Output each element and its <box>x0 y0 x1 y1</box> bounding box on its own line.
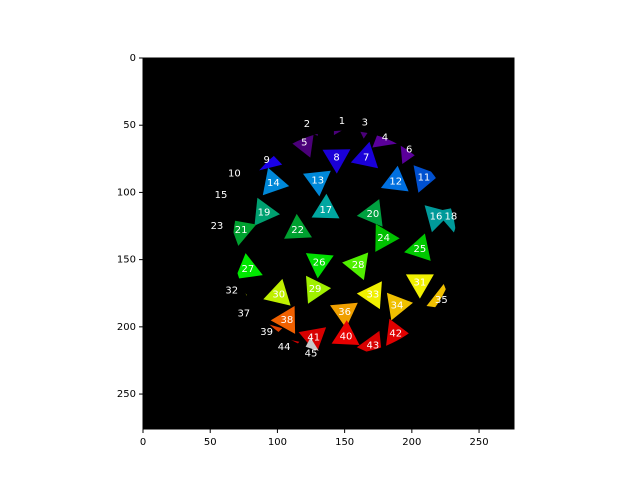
segment-label-12: 12 <box>389 177 402 188</box>
segment-label-18: 18 <box>444 212 457 223</box>
segment-34-patch <box>386 292 413 321</box>
segment-label-31: 31 <box>414 277 427 288</box>
segment-12-patch <box>380 165 409 192</box>
segment-label-33: 33 <box>366 290 379 301</box>
segment-label-45: 45 <box>305 349 318 360</box>
segment-label-19: 19 <box>258 208 271 219</box>
segment-40-patch <box>331 320 360 345</box>
y-tick-label: 150 <box>117 255 136 266</box>
y-tick-label: 50 <box>123 120 136 131</box>
segment-label-30: 30 <box>272 290 285 301</box>
segment-27-patch <box>235 253 263 279</box>
segment-label-37: 37 <box>237 308 250 319</box>
segment-label-43: 43 <box>366 341 379 352</box>
segment-label-9: 9 <box>263 155 269 166</box>
segment-label-13: 13 <box>311 175 324 186</box>
segment-label-38: 38 <box>280 315 293 326</box>
segment-label-20: 20 <box>366 209 379 220</box>
segment-label-6: 6 <box>406 144 412 155</box>
x-tick-label: 200 <box>402 437 421 448</box>
segment-label-8: 8 <box>333 152 339 163</box>
segment-label-42: 42 <box>389 329 402 340</box>
segment-8-patch <box>322 149 351 174</box>
segment-36-patch <box>330 302 358 329</box>
segment-33-patch <box>356 281 382 310</box>
segment-label-22: 22 <box>291 225 304 236</box>
y-tick-label: 0 <box>130 53 136 64</box>
y-tick-label: 250 <box>117 389 136 400</box>
segment-label-5: 5 <box>301 138 307 149</box>
segment-label-17: 17 <box>319 205 332 216</box>
segment-38-patch <box>270 306 296 334</box>
segment-label-27: 27 <box>241 264 254 275</box>
image-background <box>143 58 514 429</box>
segment-label-34: 34 <box>391 300 404 311</box>
segment-label-32: 32 <box>225 286 238 297</box>
segment-11-patch <box>413 165 440 193</box>
segment-20-patch <box>356 199 383 227</box>
segment-label-14: 14 <box>267 178 280 189</box>
segment-42-patch <box>386 318 412 347</box>
segment-7-patch <box>350 141 379 169</box>
segment-22-patch <box>284 213 312 239</box>
segment-label-21: 21 <box>235 225 248 236</box>
segment-label-15: 15 <box>215 190 228 201</box>
y-axis: 0 50 100 150 200 250 <box>117 53 143 400</box>
segment-label-16: 16 <box>430 212 443 223</box>
segment-5-patch <box>288 130 315 158</box>
segment-label-10: 10 <box>228 169 241 180</box>
x-tick-label: 150 <box>335 437 354 448</box>
segment-41-patch <box>298 327 327 354</box>
segment-label-4: 4 <box>382 132 388 143</box>
segment-28-patch <box>342 252 369 281</box>
x-tick-label: 50 <box>204 437 217 448</box>
segment-25-patch <box>404 233 431 261</box>
axes-frame <box>142 57 515 430</box>
segment-label-2: 2 <box>304 119 310 130</box>
segment-label-39: 39 <box>260 327 273 338</box>
segment-label-40: 40 <box>340 331 353 342</box>
segment-31-patch <box>405 274 434 299</box>
segment-label-41: 41 <box>307 333 320 344</box>
segment-30-patch <box>263 278 291 306</box>
segment-label-11: 11 <box>418 173 431 184</box>
segment-26-patch <box>305 253 334 279</box>
segment-label-44: 44 <box>278 342 291 353</box>
segment-14-patch <box>262 167 290 196</box>
segment-label-25: 25 <box>414 244 427 255</box>
segment-21-patch <box>233 219 257 246</box>
segment-29-patch <box>306 275 332 304</box>
segment-label-23: 23 <box>211 221 224 232</box>
segment-17-patch <box>311 193 340 219</box>
segment-24-patch <box>375 224 400 252</box>
segment-label-35: 35 <box>435 295 448 306</box>
y-tick-label: 200 <box>117 322 136 333</box>
x-tick-label: 100 <box>268 437 287 448</box>
x-tick-label: 250 <box>470 437 489 448</box>
segment-19-patch <box>254 197 280 226</box>
segment-label-3: 3 <box>362 118 368 129</box>
x-tick-label: 0 <box>140 437 146 448</box>
segment-label-24: 24 <box>377 233 390 244</box>
segment-13-patch <box>303 170 331 197</box>
segment-label-7: 7 <box>363 152 369 163</box>
segment-label-1: 1 <box>339 116 345 127</box>
segmentation-image <box>143 58 514 429</box>
y-tick-label: 100 <box>117 187 136 198</box>
segment-label-26: 26 <box>313 257 326 268</box>
segment-label-28: 28 <box>352 260 365 271</box>
segment-label-29: 29 <box>309 284 322 295</box>
segment-label-36: 36 <box>338 307 351 318</box>
x-axis: 0 50 100 150 200 250 <box>140 429 489 448</box>
